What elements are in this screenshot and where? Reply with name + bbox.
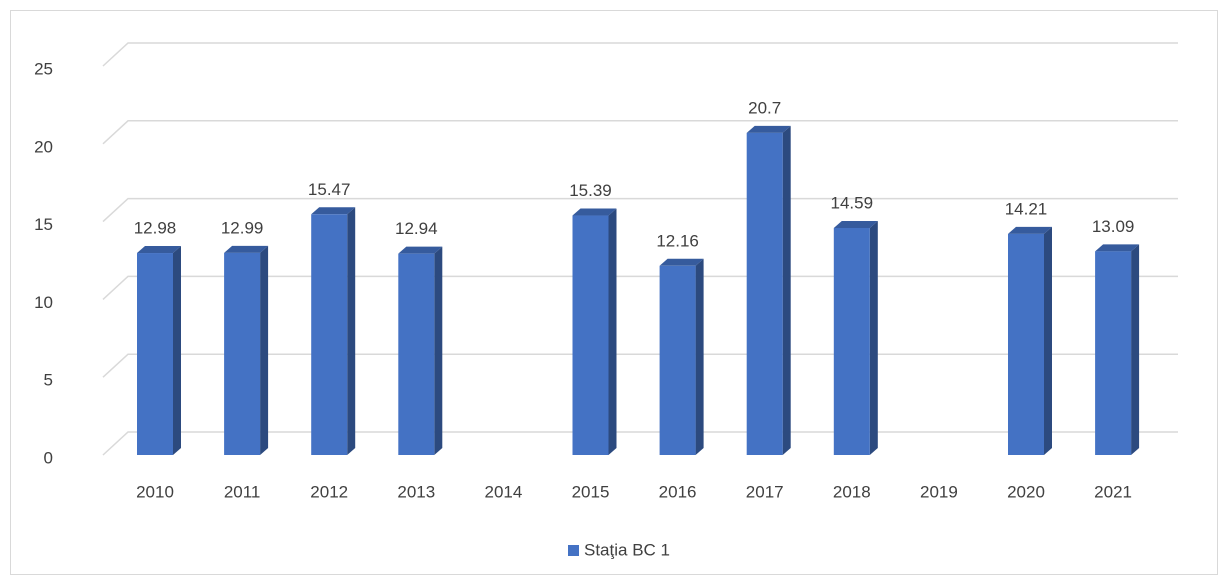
value-label: 14.21 bbox=[1005, 199, 1048, 218]
x-tick-label: 2019 bbox=[920, 482, 958, 501]
bar bbox=[224, 245, 269, 455]
bar-front bbox=[1008, 233, 1044, 455]
bar-top bbox=[398, 246, 443, 254]
x-tick-label: 2012 bbox=[310, 482, 348, 501]
value-label: 12.99 bbox=[221, 218, 264, 237]
y-tick-label: 15 bbox=[34, 215, 53, 234]
bar-side bbox=[347, 207, 356, 455]
bar-top bbox=[1095, 244, 1140, 252]
bar bbox=[1008, 226, 1052, 455]
bar-top bbox=[572, 208, 617, 216]
bar bbox=[137, 246, 181, 455]
x-tick-label: 2014 bbox=[484, 482, 522, 501]
bar-top bbox=[1008, 226, 1052, 234]
bar-front bbox=[659, 265, 696, 455]
grid-line bbox=[102, 431, 1178, 456]
x-tick-label: 2016 bbox=[659, 482, 697, 501]
bar-top bbox=[224, 245, 269, 253]
x-tick-label: 2010 bbox=[136, 482, 174, 501]
bar-front bbox=[137, 253, 173, 455]
x-tick-label: 2013 bbox=[397, 482, 435, 501]
bar-front bbox=[746, 132, 783, 455]
legend-label: Staţia BC 1 bbox=[584, 540, 670, 559]
bar-top bbox=[659, 258, 704, 266]
bar-side bbox=[1131, 244, 1140, 455]
bar-front bbox=[572, 215, 609, 455]
value-label: 12.98 bbox=[134, 219, 177, 238]
bar-side bbox=[1044, 226, 1052, 455]
bar-side bbox=[434, 246, 443, 455]
grid-line bbox=[102, 275, 1178, 300]
value-label: 20.7 bbox=[748, 98, 781, 117]
y-tick-label: 0 bbox=[44, 448, 53, 467]
y-tick-label: 20 bbox=[34, 137, 53, 156]
x-tick-label: 2015 bbox=[572, 482, 610, 501]
bar-top bbox=[311, 207, 356, 215]
x-tick-label: 2020 bbox=[1007, 482, 1045, 501]
bar-front bbox=[833, 227, 870, 455]
grid-line bbox=[102, 197, 1178, 223]
bar bbox=[659, 258, 704, 455]
bar bbox=[311, 207, 356, 455]
bar-front bbox=[224, 252, 261, 455]
bar-front bbox=[1095, 251, 1132, 455]
x-tick-label: 2011 bbox=[224, 482, 261, 501]
bar bbox=[1095, 244, 1140, 455]
grid-line bbox=[102, 120, 1178, 145]
y-tick-label: 10 bbox=[34, 293, 53, 312]
bar-top bbox=[137, 246, 181, 254]
value-label: 13.09 bbox=[1092, 217, 1135, 236]
bar bbox=[572, 208, 617, 455]
bar-top bbox=[746, 125, 791, 133]
bar-top bbox=[833, 220, 878, 228]
bar bbox=[398, 246, 443, 455]
x-tick-label: 2017 bbox=[746, 482, 784, 501]
grid-line bbox=[102, 42, 1178, 67]
legend-swatch bbox=[568, 545, 579, 556]
value-label: 12.16 bbox=[656, 231, 699, 250]
value-label: 12.94 bbox=[395, 219, 438, 238]
bar bbox=[746, 125, 791, 456]
value-label: 15.47 bbox=[308, 180, 351, 199]
grid-line bbox=[102, 353, 1178, 378]
bar bbox=[833, 220, 878, 455]
y-tick-label: 25 bbox=[34, 59, 53, 78]
x-tick-label: 2021 bbox=[1094, 482, 1132, 501]
y-tick-label: 5 bbox=[44, 371, 53, 390]
bar-side bbox=[260, 245, 269, 455]
value-label: 14.59 bbox=[831, 193, 874, 212]
bar-front bbox=[311, 214, 348, 455]
bar-front bbox=[398, 253, 435, 455]
x-tick-label: 2018 bbox=[833, 482, 871, 501]
bar-side bbox=[695, 258, 704, 455]
value-label: 15.39 bbox=[569, 181, 612, 200]
bar-side bbox=[173, 246, 181, 455]
bar-side bbox=[608, 208, 617, 455]
bar-side bbox=[782, 125, 791, 456]
bar-side bbox=[869, 220, 878, 455]
